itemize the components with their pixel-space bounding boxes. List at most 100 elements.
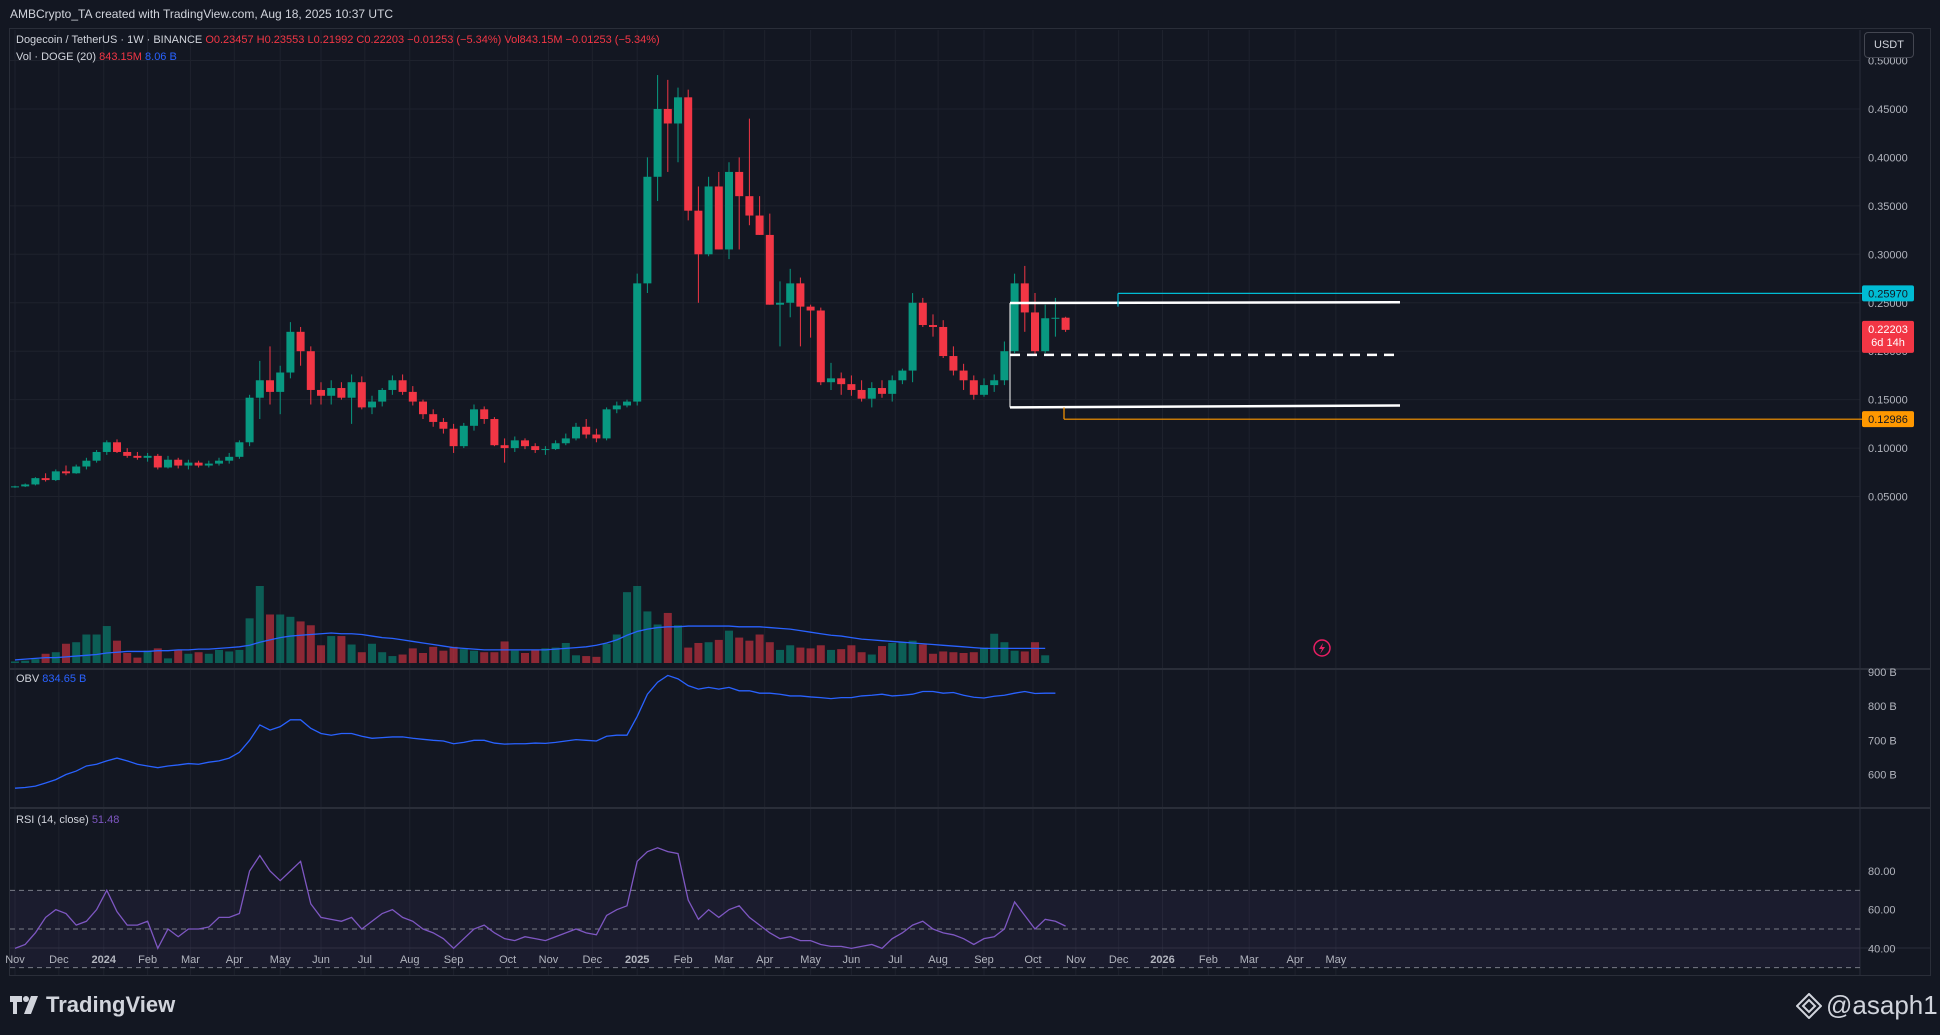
candle-up[interactable] [725, 162, 733, 260]
candle-up[interactable] [143, 452, 152, 462]
candle-down[interactable] [408, 386, 417, 406]
candle-up[interactable] [1010, 273, 1019, 354]
candle-down[interactable] [765, 213, 774, 305]
candle-up[interactable] [612, 401, 621, 414]
symbol-name[interactable]: Dogecoin / TetherUS · 1W · BINANCE [16, 34, 203, 46]
candle-down[interactable] [500, 438, 509, 463]
candle-down[interactable] [317, 382, 325, 405]
candle-down[interactable] [806, 304, 815, 338]
rsi-legend[interactable]: RSI (14, close) 51.48 [16, 814, 119, 826]
candle-up[interactable] [11, 485, 19, 488]
candle-up[interactable] [1051, 297, 1060, 337]
candle-down[interactable] [745, 118, 754, 226]
candle-down[interactable] [174, 457, 183, 469]
candle-up[interactable] [215, 457, 223, 466]
candle-down[interactable] [429, 409, 438, 427]
candle-down[interactable] [684, 89, 693, 221]
candle-down[interactable] [918, 297, 927, 327]
candle-down[interactable] [592, 428, 601, 443]
candle-down[interactable] [153, 453, 162, 470]
candle-up[interactable] [551, 440, 560, 451]
candle-down[interactable] [735, 157, 744, 250]
candle-down[interactable] [837, 372, 846, 395]
candle-up[interactable] [378, 388, 387, 407]
support-price-badge[interactable]: 0.12986 [1862, 411, 1914, 428]
candle-up[interactable] [633, 273, 642, 406]
candle-up[interactable] [653, 75, 662, 202]
channel-bottom-line[interactable] [1009, 404, 1401, 409]
candle-down[interactable] [755, 196, 764, 235]
candle-up[interactable] [225, 452, 234, 464]
candle-up[interactable] [21, 483, 30, 488]
candle-up[interactable] [786, 268, 795, 318]
candle-up[interactable] [184, 459, 193, 470]
candle-up[interactable] [898, 368, 907, 385]
candle-down[interactable] [857, 380, 866, 402]
candle-down[interactable] [296, 326, 305, 366]
candle-up[interactable] [776, 281, 784, 347]
candle-up[interactable] [92, 450, 101, 463]
candle-up[interactable] [204, 460, 213, 468]
currency-button[interactable]: USDT [1864, 32, 1914, 58]
candle-up[interactable] [990, 374, 999, 392]
candle-up[interactable] [470, 404, 478, 431]
candle-down[interactable] [419, 399, 427, 420]
candle-down[interactable] [714, 171, 723, 250]
candle-up[interactable] [623, 399, 631, 408]
candle-down[interactable] [939, 320, 948, 358]
candle-up[interactable] [368, 395, 376, 415]
candle-up[interactable] [867, 382, 876, 408]
candle-down[interactable] [521, 438, 529, 450]
candle-up[interactable] [572, 422, 580, 441]
candle-up[interactable] [164, 455, 172, 469]
candle-down[interactable] [959, 363, 968, 390]
candle-down[interactable] [531, 443, 540, 453]
chart-frame[interactable] [9, 28, 1931, 976]
candle-up[interactable] [82, 457, 91, 470]
candle-down[interactable] [582, 419, 591, 439]
candle-up[interactable] [827, 362, 835, 390]
candle-down[interactable] [969, 375, 978, 400]
candle-up[interactable] [1000, 341, 1009, 386]
candle-down[interactable] [663, 79, 672, 172]
candle-down[interactable] [949, 346, 958, 376]
candle-up[interactable] [541, 446, 550, 455]
replay-icon[interactable] [1313, 639, 1331, 657]
candle-up[interactable] [72, 464, 81, 474]
candle-down[interactable] [439, 418, 448, 434]
candle-down[interactable] [398, 374, 407, 395]
candle-down[interactable] [266, 346, 274, 405]
candle-up[interactable] [459, 422, 468, 449]
candle-down[interactable] [694, 186, 703, 303]
candle-down[interactable] [123, 448, 132, 458]
resistance-price-badge[interactable]: 0.25970 [1862, 285, 1914, 302]
candle-up[interactable] [980, 378, 988, 397]
candle-up[interactable] [602, 407, 611, 441]
candle-up[interactable] [643, 157, 652, 294]
obv-legend[interactable]: OBV 834.65 B [16, 673, 86, 685]
candle-up[interactable] [674, 87, 682, 163]
candle-up[interactable] [51, 469, 60, 482]
candle-up[interactable] [286, 322, 295, 379]
candle-down[interactable] [449, 423, 458, 453]
candle-up[interactable] [102, 440, 111, 455]
symbol-legend[interactable]: Dogecoin / TetherUS · 1W · BINANCE O0.23… [16, 34, 660, 46]
candle-up[interactable] [235, 440, 244, 459]
candle-down[interactable] [1061, 316, 1070, 332]
candle-down[interactable] [1020, 265, 1029, 332]
candle-up[interactable] [347, 374, 356, 424]
candle-up[interactable] [888, 375, 897, 402]
candle-down[interactable] [133, 451, 142, 460]
candle-up[interactable] [388, 375, 397, 395]
candle-up[interactable] [255, 360, 264, 420]
candle-up[interactable] [245, 394, 254, 447]
candle-up[interactable] [704, 176, 713, 257]
candle-down[interactable] [357, 376, 366, 410]
candle-down[interactable] [490, 417, 499, 447]
candle-down[interactable] [816, 307, 825, 386]
candle-down[interactable] [796, 277, 805, 347]
candle-up[interactable] [510, 436, 519, 452]
candle-down[interactable] [62, 465, 70, 476]
